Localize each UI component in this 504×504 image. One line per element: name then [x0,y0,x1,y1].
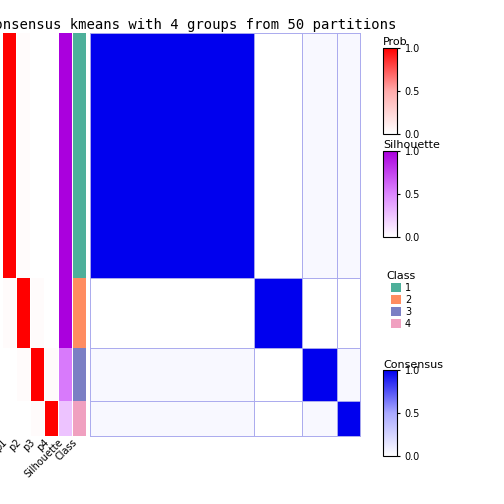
X-axis label: p3: p3 [21,437,37,453]
X-axis label: p1: p1 [0,437,9,453]
X-axis label: Silhouette: Silhouette [23,437,65,480]
Text: Consensus: Consensus [383,360,443,369]
Text: consensus kmeans with 4 groups from 50 partitions: consensus kmeans with 4 groups from 50 p… [0,18,397,32]
X-axis label: p4: p4 [35,437,51,453]
X-axis label: Class: Class [54,437,79,463]
Legend: 1, 2, 3, 4: 1, 2, 3, 4 [383,267,420,333]
Text: Silhouette: Silhouette [383,141,440,150]
Text: Prob: Prob [383,37,408,47]
X-axis label: p2: p2 [7,437,23,453]
